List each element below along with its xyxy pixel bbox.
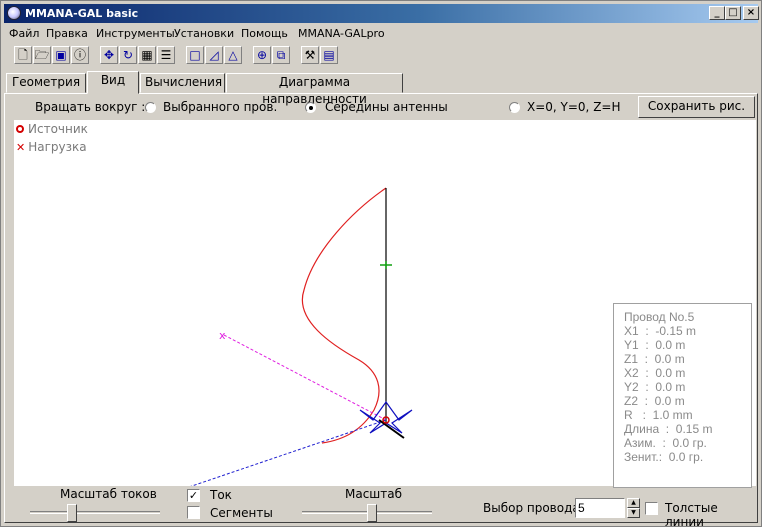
- menu-tools[interactable]: Инструменты: [96, 27, 175, 40]
- spin-down-icon[interactable]: ▼: [627, 508, 640, 518]
- rectangle-icon[interactable]: □: [186, 46, 204, 64]
- move-arrows-icon[interactable]: ✥: [100, 46, 118, 64]
- wire-info-zenith: Зенит.: 0.0 гр.: [624, 450, 704, 464]
- thick-lines-label[interactable]: Толстые линии: [665, 501, 718, 527]
- new-file-icon[interactable]: 🗋: [14, 46, 32, 64]
- load-marker-icon: ✕: [16, 141, 26, 154]
- menu-settings[interactable]: Установки: [174, 27, 235, 40]
- wire-info-z2: Z2 : 0.0 m: [624, 394, 685, 408]
- bottom-controls: Масштаб токов ✓ Ток Сегменты Масштаб Выб…: [5, 487, 757, 527]
- radio-origin-label[interactable]: X=0, Y=0, Z=H: [527, 100, 621, 114]
- wire-info-z1: Z1 : 0.0 m: [624, 352, 685, 366]
- wire-select-spinner[interactable]: ▲ ▼: [627, 498, 640, 518]
- menu-help[interactable]: Помощь: [241, 27, 288, 40]
- spin-up-icon[interactable]: ▲: [627, 498, 640, 508]
- radio-selected-wire[interactable]: [145, 102, 156, 113]
- tools-icon[interactable]: ⚒: [301, 46, 319, 64]
- title-bar[interactable]: MMANA-GAL basic _ □ ×: [4, 4, 759, 23]
- segments-checkbox[interactable]: [187, 506, 200, 519]
- wire-info-azimuth: Азим. : 0.0 гр.: [624, 436, 707, 450]
- menu-edit[interactable]: Правка: [46, 27, 88, 40]
- wire-info-x1: X1 : -0.15 m: [624, 324, 697, 338]
- y-axis-line: [190, 419, 387, 486]
- x-axis-marker: x: [219, 329, 226, 342]
- tab-view[interactable]: Вид: [87, 71, 139, 94]
- legend-load-label: Нагрузка: [28, 140, 87, 154]
- wire-info-box: Провод No.5 X1 : -0.15 m Y1 : 0.0 m Z1 :…: [613, 303, 752, 488]
- open-folder-icon[interactable]: 🗁: [33, 46, 51, 64]
- info-icon[interactable]: ⓘ: [71, 46, 89, 64]
- save-picture-button[interactable]: Сохранить рис.: [638, 96, 755, 118]
- wire-info-length: Длина : 0.15 m: [624, 422, 713, 436]
- tab-calculations[interactable]: Вычисления: [140, 73, 225, 93]
- minimize-button[interactable]: _: [709, 6, 725, 20]
- menu-pro[interactable]: MMANA-GALpro: [298, 27, 385, 40]
- wire-info-y1: Y1 : 0.0 m: [624, 338, 686, 352]
- save-disk-icon[interactable]: ▣: [52, 46, 70, 64]
- maximize-button[interactable]: □: [725, 6, 741, 20]
- current-scale-slider-thumb[interactable]: [67, 504, 77, 522]
- target-icon[interactable]: ⊕: [253, 46, 271, 64]
- current-scale-track[interactable]: [30, 511, 160, 514]
- wire-info-x2: X2 : 0.0 m: [624, 366, 686, 380]
- view-panel: [4, 93, 758, 523]
- legend-source-label: Источник: [28, 122, 88, 136]
- wire-select-input[interactable]: [575, 498, 625, 518]
- current-checkbox[interactable]: ✓: [187, 489, 200, 502]
- triangle-icon[interactable]: △: [224, 46, 242, 64]
- x-axis-line: [223, 334, 387, 421]
- close-button[interactable]: ×: [743, 6, 759, 20]
- rotate-options: Вращать вокруг : Выбранного пров. Середи…: [5, 96, 757, 118]
- legend-load: ✕ Нагрузка: [16, 140, 87, 154]
- tab-row: Геометрия Вид Вычисления Диаграмма напра…: [4, 71, 758, 106]
- current-scale-label: Масштаб токов: [60, 487, 157, 501]
- wire-info-y2: Y2 : 0.0 m: [624, 380, 686, 394]
- radio-antenna-center[interactable]: [305, 102, 316, 113]
- rotate-label: Вращать вокруг :: [35, 100, 146, 114]
- wire-info-radius: R : 1.0 mm: [624, 408, 693, 422]
- current-curve: [301, 187, 387, 444]
- edit-table-icon[interactable]: ▦: [138, 46, 156, 64]
- current-checkbox-label[interactable]: Ток: [210, 488, 232, 502]
- antenna-plot: x: [190, 187, 413, 486]
- tab-pattern[interactable]: Диаграмма направленности: [226, 73, 403, 106]
- rotate-icon[interactable]: ↻: [119, 46, 137, 64]
- menu-bar: Файл Правка Инструменты Установки Помощь…: [4, 24, 758, 42]
- source-marker-icon: [16, 125, 24, 133]
- tab-geometry[interactable]: Геометрия: [6, 73, 86, 93]
- app-icon[interactable]: [7, 6, 21, 20]
- wire-select-label: Выбор провода: [483, 501, 580, 515]
- radio-antenna-center-label[interactable]: Середины антенны: [325, 100, 448, 114]
- legend-source: Источник: [16, 122, 88, 136]
- copy-icon[interactable]: ⧉: [272, 46, 290, 64]
- toolbar: 🗋 🗁 ▣ ⓘ ✥ ↻ ▦ ☰ □ ◿ △ ⊕ ⧉ ⚒ ▤: [4, 44, 758, 68]
- feed-point: [382, 416, 390, 424]
- scale-slider-thumb[interactable]: [367, 504, 377, 522]
- window-title: MMANA-GAL basic: [25, 7, 139, 20]
- scale-label: Масштаб: [345, 487, 403, 501]
- menu-file[interactable]: Файл: [9, 27, 40, 40]
- radio-selected-wire-label[interactable]: Выбранного пров.: [163, 100, 278, 114]
- wire-list-icon[interactable]: ☰: [157, 46, 175, 64]
- wire-info-title: Провод No.5: [624, 310, 695, 324]
- segments-checkbox-label[interactable]: Сегменты: [210, 506, 273, 520]
- radio-origin[interactable]: [509, 102, 520, 113]
- chart-icon[interactable]: ◿: [205, 46, 223, 64]
- calculator-icon[interactable]: ▤: [320, 46, 338, 64]
- thick-lines-checkbox[interactable]: [645, 502, 658, 515]
